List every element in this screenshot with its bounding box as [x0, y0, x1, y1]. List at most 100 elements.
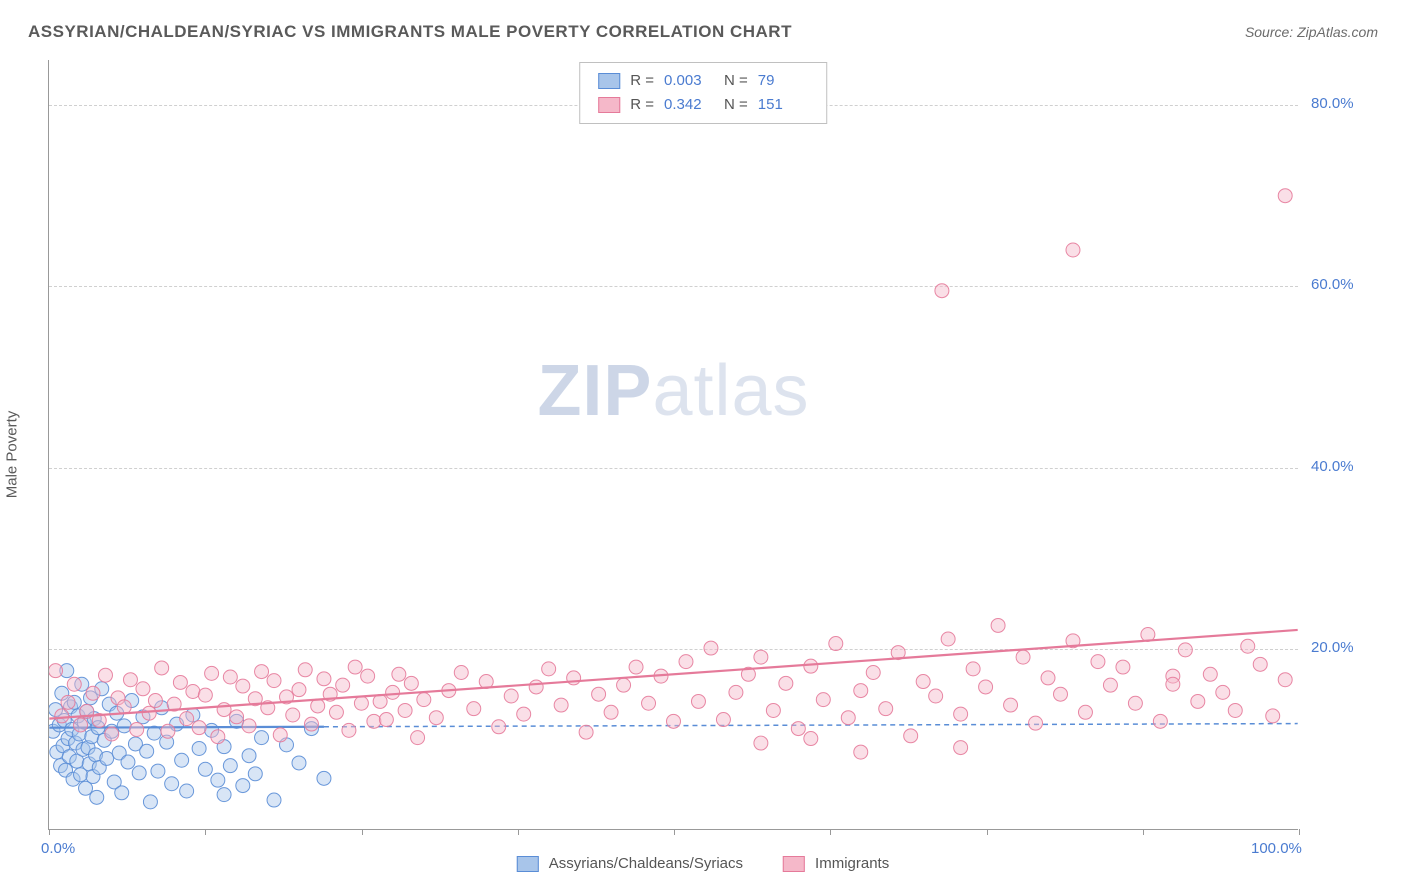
- scatter-point: [148, 694, 162, 708]
- scatter-point: [173, 675, 187, 689]
- scatter-point: [804, 732, 818, 746]
- x-tick: [1143, 829, 1144, 835]
- scatter-point: [1078, 705, 1092, 719]
- scatter-point: [879, 702, 893, 716]
- scatter-point: [121, 755, 135, 769]
- scatter-point: [854, 745, 868, 759]
- scatter-point: [180, 784, 194, 798]
- swatch-immigrants: [783, 856, 805, 872]
- scatter-point: [236, 779, 250, 793]
- scatter-point: [165, 777, 179, 791]
- scatter-point: [198, 762, 212, 776]
- scatter-point: [1228, 703, 1242, 717]
- scatter-point: [242, 749, 256, 763]
- scatter-point: [454, 665, 468, 679]
- scatter-point: [342, 723, 356, 737]
- x-tick: [518, 829, 519, 835]
- scatter-point: [142, 706, 156, 720]
- scatter-point: [754, 650, 768, 664]
- legend-r-value-1: 0.342: [664, 93, 714, 117]
- scatter-point: [192, 741, 206, 755]
- scatter-point: [492, 720, 506, 734]
- scatter-point: [1153, 714, 1167, 728]
- scatter-point: [1116, 660, 1130, 674]
- source-prefix: Source:: [1245, 24, 1297, 40]
- scatter-point: [1066, 243, 1080, 257]
- scatter-point: [123, 673, 137, 687]
- scatter-point: [1128, 696, 1142, 710]
- header-row: ASSYRIAN/CHALDEAN/SYRIAC VS IMMIGRANTS M…: [28, 22, 1378, 42]
- scatter-point: [517, 707, 531, 721]
- scatter-point: [866, 665, 880, 679]
- scatter-point: [267, 674, 281, 688]
- scatter-point: [904, 729, 918, 743]
- scatter-point: [336, 678, 350, 692]
- x-tick: [362, 829, 363, 835]
- scatter-point: [161, 724, 175, 738]
- x-tick: [987, 829, 988, 835]
- scatter-point: [223, 759, 237, 773]
- scatter-point: [467, 702, 481, 716]
- source-attribution: Source: ZipAtlas.com: [1245, 24, 1378, 40]
- scatter-point: [155, 661, 169, 675]
- scatter-point: [1041, 671, 1055, 685]
- y-axis-label: Male Poverty: [4, 411, 21, 499]
- chart-title: ASSYRIAN/CHALDEAN/SYRIAC VS IMMIGRANTS M…: [28, 22, 792, 42]
- scatter-point: [317, 771, 331, 785]
- scatter-point: [130, 722, 144, 736]
- scatter-point: [136, 682, 150, 696]
- scatter-point: [151, 764, 165, 778]
- scatter-point: [966, 662, 980, 676]
- scatter-point: [1054, 687, 1068, 701]
- scatter-point: [411, 731, 425, 745]
- scatter-point: [132, 766, 146, 780]
- scatter-point: [74, 718, 88, 732]
- scatter-point: [766, 703, 780, 717]
- scatter-point: [1178, 643, 1192, 657]
- scatter-point: [617, 678, 631, 692]
- scatter-point: [143, 795, 157, 809]
- scatter-point: [329, 705, 343, 719]
- x-tick-label: 0.0%: [41, 840, 75, 857]
- scatter-point: [929, 689, 943, 703]
- scatter-point: [679, 655, 693, 669]
- scatter-point: [223, 670, 237, 684]
- scatter-point: [716, 713, 730, 727]
- scatter-point: [230, 710, 244, 724]
- scatter-point: [704, 641, 718, 655]
- legend-row-immigrants: R = 0.342 N = 151: [598, 93, 808, 117]
- y-tick-label: 20.0%: [1311, 639, 1354, 656]
- scatter-point: [1004, 698, 1018, 712]
- legend-r-label: R =: [630, 93, 654, 117]
- scatter-point: [954, 741, 968, 755]
- scatter-point: [140, 744, 154, 758]
- scatter-point: [1191, 694, 1205, 708]
- scatter-point: [554, 698, 568, 712]
- scatter-point: [979, 680, 993, 694]
- scatter-point: [205, 666, 219, 680]
- y-tick-label: 60.0%: [1311, 276, 1354, 293]
- scatter-point: [816, 693, 830, 707]
- scatter-point: [542, 662, 556, 676]
- scatter-point: [1278, 189, 1292, 203]
- scatter-point: [1203, 667, 1217, 681]
- scatter-point: [804, 659, 818, 673]
- trend-line-dashed: [324, 724, 1298, 727]
- scatter-point: [298, 663, 312, 677]
- scatter-point: [1241, 639, 1255, 653]
- scatter-point: [175, 753, 189, 767]
- scatter-point: [954, 707, 968, 721]
- scatter-point: [791, 722, 805, 736]
- scatter-point: [1278, 673, 1292, 687]
- scatter-point: [935, 284, 949, 298]
- scatter-point: [115, 786, 129, 800]
- scatter-point: [1103, 678, 1117, 692]
- scatter-point: [429, 711, 443, 725]
- x-tick: [830, 829, 831, 835]
- x-tick: [674, 829, 675, 835]
- scatter-point: [779, 676, 793, 690]
- scatter-point: [1266, 709, 1280, 723]
- x-tick: [1299, 829, 1300, 835]
- scatter-point: [317, 672, 331, 686]
- scatter-point: [55, 709, 69, 723]
